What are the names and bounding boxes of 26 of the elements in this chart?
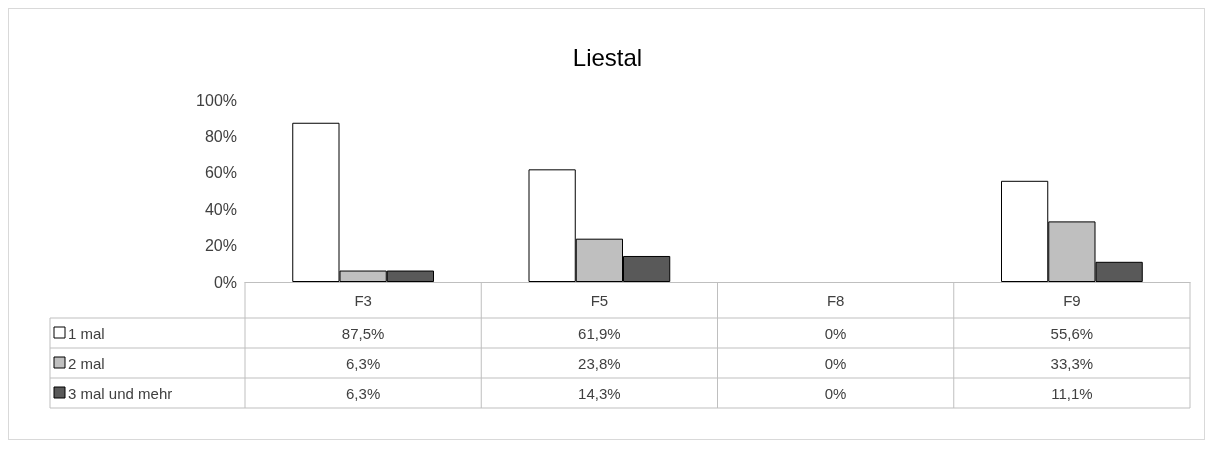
x-tick-label: F9 <box>1063 291 1081 309</box>
data-label: 0% <box>824 384 847 402</box>
data-label: 6,3% <box>346 384 381 402</box>
data-label: 87,5% <box>341 324 385 342</box>
data-label: 23,8% <box>578 354 621 372</box>
y-tick-label: 100% <box>196 91 237 109</box>
data-label: 61,9% <box>578 324 621 342</box>
y-tick-label: 60% <box>204 164 237 182</box>
y-tick-label: 40% <box>204 200 237 218</box>
y-tick-label: 80% <box>204 127 237 145</box>
y-tick-label: 0% <box>213 273 237 291</box>
legend-label: 3 mal und mehr <box>68 384 173 402</box>
data-label: 33,3% <box>1050 354 1094 372</box>
data-label: 11,1% <box>1051 384 1093 402</box>
data-label: 6,3% <box>346 354 381 372</box>
y-tick-label: 20% <box>204 237 237 255</box>
data-label: 55,6% <box>1050 324 1094 342</box>
legend-label: 1 mal <box>68 324 105 342</box>
data-label: 0% <box>824 354 847 372</box>
x-tick-label: F3 <box>354 291 372 309</box>
data-label: 0% <box>824 324 847 342</box>
data-label: 14,3% <box>578 384 621 402</box>
x-tick-label: F5 <box>590 291 609 309</box>
x-tick-label: F8 <box>826 291 845 309</box>
legend-label: 2 mal <box>68 354 105 372</box>
chart-title: Liestal <box>572 43 643 71</box>
